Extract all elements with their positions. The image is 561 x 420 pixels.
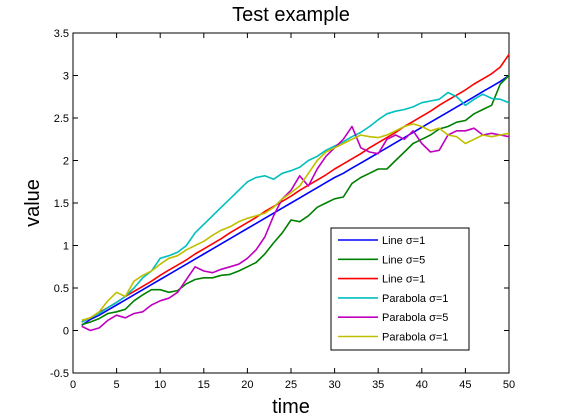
- legend-label-4: Parabola σ=1: [382, 293, 448, 305]
- y-axis-label: value: [22, 179, 44, 227]
- series-line-3: [81, 53, 510, 323]
- y-tick-label: 2: [63, 156, 69, 168]
- x-tick-label: 45: [459, 379, 471, 391]
- y-tick-label: 2.5: [54, 113, 69, 125]
- legend: Line σ=1 Line σ=5 Line σ=1 Parabola σ=1 Para…: [330, 227, 470, 351]
- legend-label-3: Line σ=1: [382, 274, 425, 286]
- x-tick-label: 0: [70, 379, 76, 391]
- x-axis-label: time: [272, 396, 310, 418]
- y-tick-label: 3: [63, 71, 69, 83]
- x-tick-label: 30: [328, 379, 340, 391]
- x-tick-label: 25: [285, 379, 297, 391]
- y-tick-label: 0: [63, 326, 69, 338]
- y-tick-label: -0.5: [50, 368, 69, 380]
- series-lines: [81, 53, 510, 332]
- series-line-2: [81, 74, 510, 326]
- legend-label-5: Parabola σ=5: [382, 312, 448, 324]
- axis-ticks: 0 5 10 15 20 25 30 35 40 45 50-0.500.511.522.533.5: [50, 28, 515, 391]
- chart-title: Test example: [232, 4, 350, 26]
- x-tick-label: 35: [372, 379, 384, 391]
- legend-box: [330, 227, 470, 351]
- y-tick-label: 1: [63, 241, 69, 253]
- legend-label-1: Line σ=1: [382, 235, 425, 247]
- legend-label-2: Line σ=5: [382, 254, 425, 266]
- y-tick-label: 0.5: [54, 283, 69, 295]
- x-tick-label: 20: [241, 379, 253, 391]
- legend-label-6: Parabola σ=1: [382, 332, 448, 344]
- x-tick-label: 5: [114, 379, 120, 391]
- x-tick-label: 40: [416, 379, 428, 391]
- y-tick-label: 1.5: [54, 198, 69, 210]
- series-line-5: [81, 125, 510, 332]
- y-tick-label: 3.5: [54, 28, 69, 40]
- series-line-6: [81, 123, 510, 322]
- series-line-1: [81, 74, 510, 327]
- x-tick-label: 50: [503, 379, 515, 391]
- x-tick-label: 15: [198, 379, 210, 391]
- x-tick-label: 10: [154, 379, 166, 391]
